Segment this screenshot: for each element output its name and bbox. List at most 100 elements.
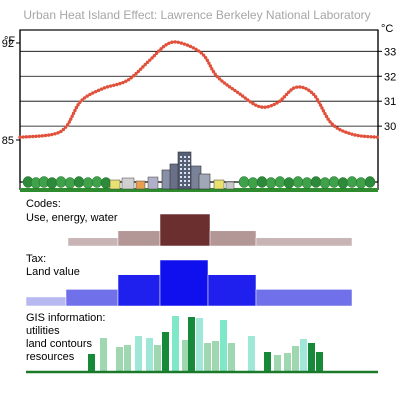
temperature-marker xyxy=(317,100,321,105)
temperature-marker xyxy=(266,104,270,109)
right-tick-label: 33 xyxy=(384,46,396,58)
temperature-marker xyxy=(347,131,351,135)
temperature-marker xyxy=(134,71,138,76)
temperature-marker xyxy=(263,105,267,109)
temperature-marker xyxy=(67,120,72,124)
temperature-marker xyxy=(91,91,95,95)
temperature-marker xyxy=(201,53,206,57)
house xyxy=(121,177,135,190)
codes-bars xyxy=(67,213,353,247)
codes-bar xyxy=(117,230,161,247)
gis-bar xyxy=(284,353,291,372)
tax-section: Tax: Land value xyxy=(25,253,353,307)
temperature-marker xyxy=(353,133,357,137)
temperature-marker xyxy=(71,111,76,116)
temperature-marker xyxy=(197,49,201,53)
temperature-marker xyxy=(108,84,113,88)
temperature-marker xyxy=(124,79,128,83)
gis-bar xyxy=(220,320,227,372)
temperature-marker xyxy=(80,98,84,102)
houses-left xyxy=(109,176,159,190)
temperature-marker xyxy=(126,77,131,82)
temperature-marker xyxy=(272,102,276,107)
temperature-marker xyxy=(145,60,150,65)
temperature-marker xyxy=(150,56,154,60)
temperature-marker xyxy=(99,87,104,91)
codes-bar xyxy=(209,230,257,247)
temperature-marker xyxy=(118,81,122,86)
codes-label-line-1: Codes: xyxy=(26,198,61,210)
diagram-title: Urban Heat Island Effect: Lawrence Berke… xyxy=(23,8,370,22)
temperature-marker xyxy=(366,134,370,139)
temperature-marker xyxy=(278,99,282,103)
temperature-marker xyxy=(225,83,229,87)
right-tick-label: 32 xyxy=(384,71,396,83)
tax-bar xyxy=(117,274,161,307)
temperature-marker xyxy=(298,85,302,89)
tree xyxy=(256,176,268,188)
window xyxy=(188,168,190,170)
gis-label-line-2: utilities xyxy=(26,325,60,337)
tree xyxy=(274,176,286,188)
temperature-marker xyxy=(136,69,141,74)
temperature-marker xyxy=(170,40,174,44)
temperature-marker xyxy=(318,103,323,107)
temperature-marker xyxy=(227,85,232,89)
downtown-towers xyxy=(161,151,211,190)
temperature-marker xyxy=(362,134,367,139)
gis-bar xyxy=(116,347,123,372)
temperature-marker xyxy=(173,40,177,44)
codes-label-line-2: Use, energy, water xyxy=(26,212,118,224)
temperature-marker xyxy=(152,53,157,58)
temperature-marker xyxy=(326,117,330,121)
left-tick-label: 85 xyxy=(2,135,14,147)
window xyxy=(184,172,186,174)
temperature-marker xyxy=(143,62,147,67)
temperature-marker xyxy=(188,44,193,49)
temperature-marker xyxy=(50,132,54,137)
temperature-marker xyxy=(138,67,143,71)
window xyxy=(180,164,182,166)
temperature-markers xyxy=(18,40,380,139)
codes-bar xyxy=(159,213,211,247)
tree xyxy=(292,176,304,188)
window xyxy=(184,156,186,158)
window xyxy=(188,176,190,178)
tree xyxy=(46,177,58,189)
temperature-marker xyxy=(31,134,35,139)
tree xyxy=(100,177,112,189)
ground-strip xyxy=(20,188,378,192)
temperature-marker xyxy=(182,42,187,46)
temperature-marker xyxy=(341,129,345,133)
temperature-marker xyxy=(203,55,208,60)
temperature-marker xyxy=(121,80,125,85)
temperature-marker xyxy=(291,86,296,90)
chart-frame xyxy=(19,29,379,183)
temperature-marker xyxy=(324,114,329,119)
temperature-marker xyxy=(191,46,195,50)
temperature-marker xyxy=(65,122,70,127)
temperature-marker xyxy=(37,134,41,138)
house xyxy=(213,179,225,190)
window xyxy=(180,172,182,174)
gis-bar xyxy=(124,345,131,372)
codes-bar xyxy=(67,237,119,247)
tax-label-line-2: Land value xyxy=(26,266,80,278)
temperature-marker xyxy=(27,134,32,139)
window xyxy=(184,184,186,186)
temperature-marker xyxy=(320,106,324,110)
gis-label-line-3: land contours xyxy=(26,338,93,350)
temperature-marker xyxy=(257,104,261,109)
temperature-chart: °F °C 92 85 33 32 31 30 xyxy=(2,23,396,192)
temperature-marker xyxy=(154,51,159,56)
temperature-marker xyxy=(211,69,216,74)
window xyxy=(180,160,182,162)
temperature-marker xyxy=(40,134,45,138)
temperature-marker xyxy=(21,135,25,139)
temperature-marker xyxy=(63,125,68,129)
temperature-marker xyxy=(235,90,240,94)
tax-bar xyxy=(25,296,67,307)
temperature-marker xyxy=(328,120,332,124)
right-tick-label: 30 xyxy=(384,121,396,133)
